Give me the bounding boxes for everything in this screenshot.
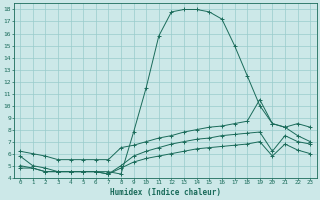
X-axis label: Humidex (Indice chaleur): Humidex (Indice chaleur)	[110, 188, 220, 197]
